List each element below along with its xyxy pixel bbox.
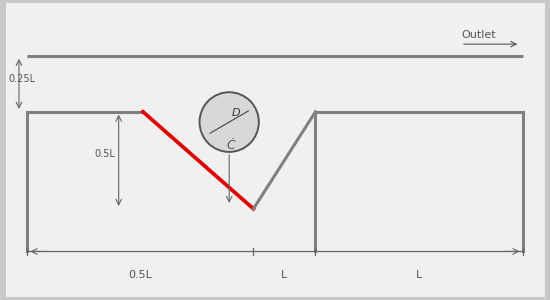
Text: L: L [281,270,287,280]
Text: Ċ: Ċ [227,139,235,152]
Text: 0.5L: 0.5L [128,270,152,280]
Ellipse shape [200,92,259,152]
Text: D: D [232,108,240,118]
Text: 0.5L: 0.5L [95,149,116,159]
FancyBboxPatch shape [6,3,544,297]
Text: 0.25L: 0.25L [8,74,35,84]
Text: Outlet: Outlet [461,30,496,40]
Text: L: L [416,270,422,280]
